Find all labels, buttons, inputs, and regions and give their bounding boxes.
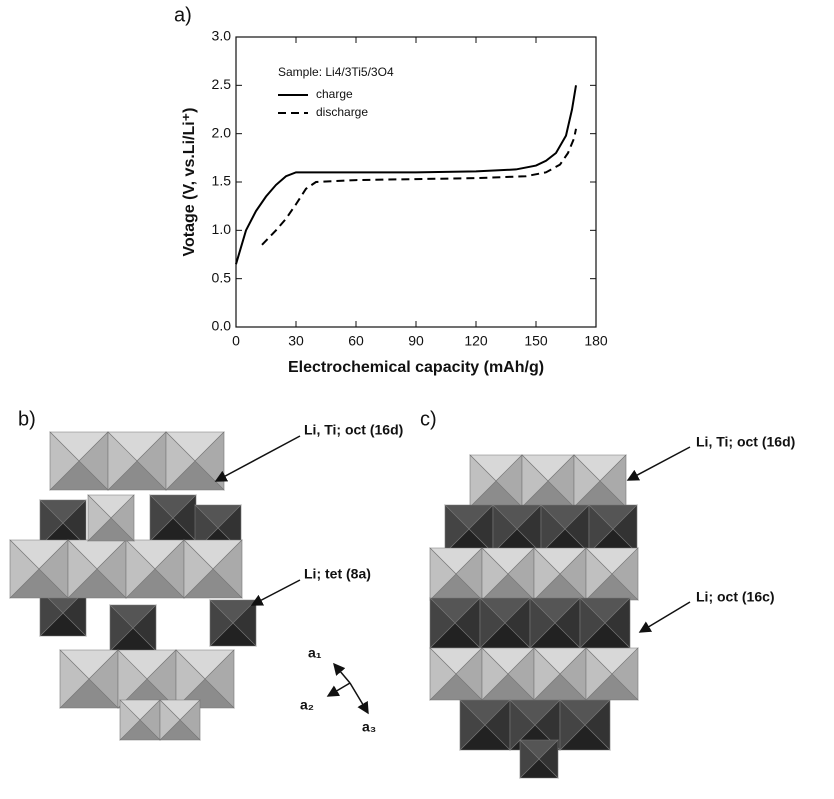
- y-axis-label: Votage (V, vs.Li/Li⁺): [181, 108, 198, 257]
- x-axis-label: Electrochemical capacity (mAh/g): [288, 359, 544, 376]
- x-tick-label: 0: [232, 333, 240, 349]
- series-line: [262, 129, 576, 245]
- axis-label: a₃: [362, 719, 376, 735]
- arrow: [628, 447, 690, 480]
- annotation: Li; tet (8a): [304, 566, 371, 582]
- structures: [10, 432, 638, 778]
- annotation: Li, Ti; oct (16d): [304, 422, 403, 438]
- panel-label: c): [420, 408, 437, 430]
- arrow: [328, 683, 350, 696]
- y-tick-label: 1.0: [212, 221, 232, 237]
- y-tick-label: 2.5: [212, 76, 232, 92]
- axis-label: a₁: [308, 645, 322, 661]
- arrow: [252, 580, 300, 605]
- x-tick-label: 120: [464, 333, 488, 349]
- axis-label: a₂: [300, 697, 314, 713]
- panel-label: b): [18, 408, 36, 430]
- y-tick-label: 1.5: [212, 173, 232, 189]
- arrow: [216, 436, 300, 481]
- x-tick-label: 30: [288, 333, 304, 349]
- arrow: [350, 683, 368, 713]
- arrow: [334, 664, 350, 683]
- arrow: [640, 602, 690, 632]
- y-tick-label: 3.0: [212, 28, 232, 44]
- annotation: Li, Ti; oct (16d): [696, 434, 795, 450]
- x-tick-label: 90: [408, 333, 424, 349]
- x-tick-label: 60: [348, 333, 364, 349]
- y-tick-label: 0.0: [212, 318, 232, 334]
- x-tick-label: 180: [584, 333, 608, 349]
- series-line: [236, 85, 576, 264]
- legend-title: Sample: Li4/3Ti5/3O4: [278, 65, 394, 79]
- y-tick-label: 0.5: [212, 269, 232, 285]
- plot-frame: [236, 37, 596, 327]
- x-tick-label: 150: [524, 333, 548, 349]
- y-tick-label: 2.0: [212, 124, 232, 140]
- annotation: Li; oct (16c): [696, 589, 775, 605]
- legend-label: charge: [316, 87, 353, 101]
- legend-label: discharge: [316, 105, 368, 119]
- figure: a) b) c) Li, Ti; oct (16d) Li; tet (8a) …: [0, 0, 834, 799]
- panel-label: a): [174, 4, 192, 26]
